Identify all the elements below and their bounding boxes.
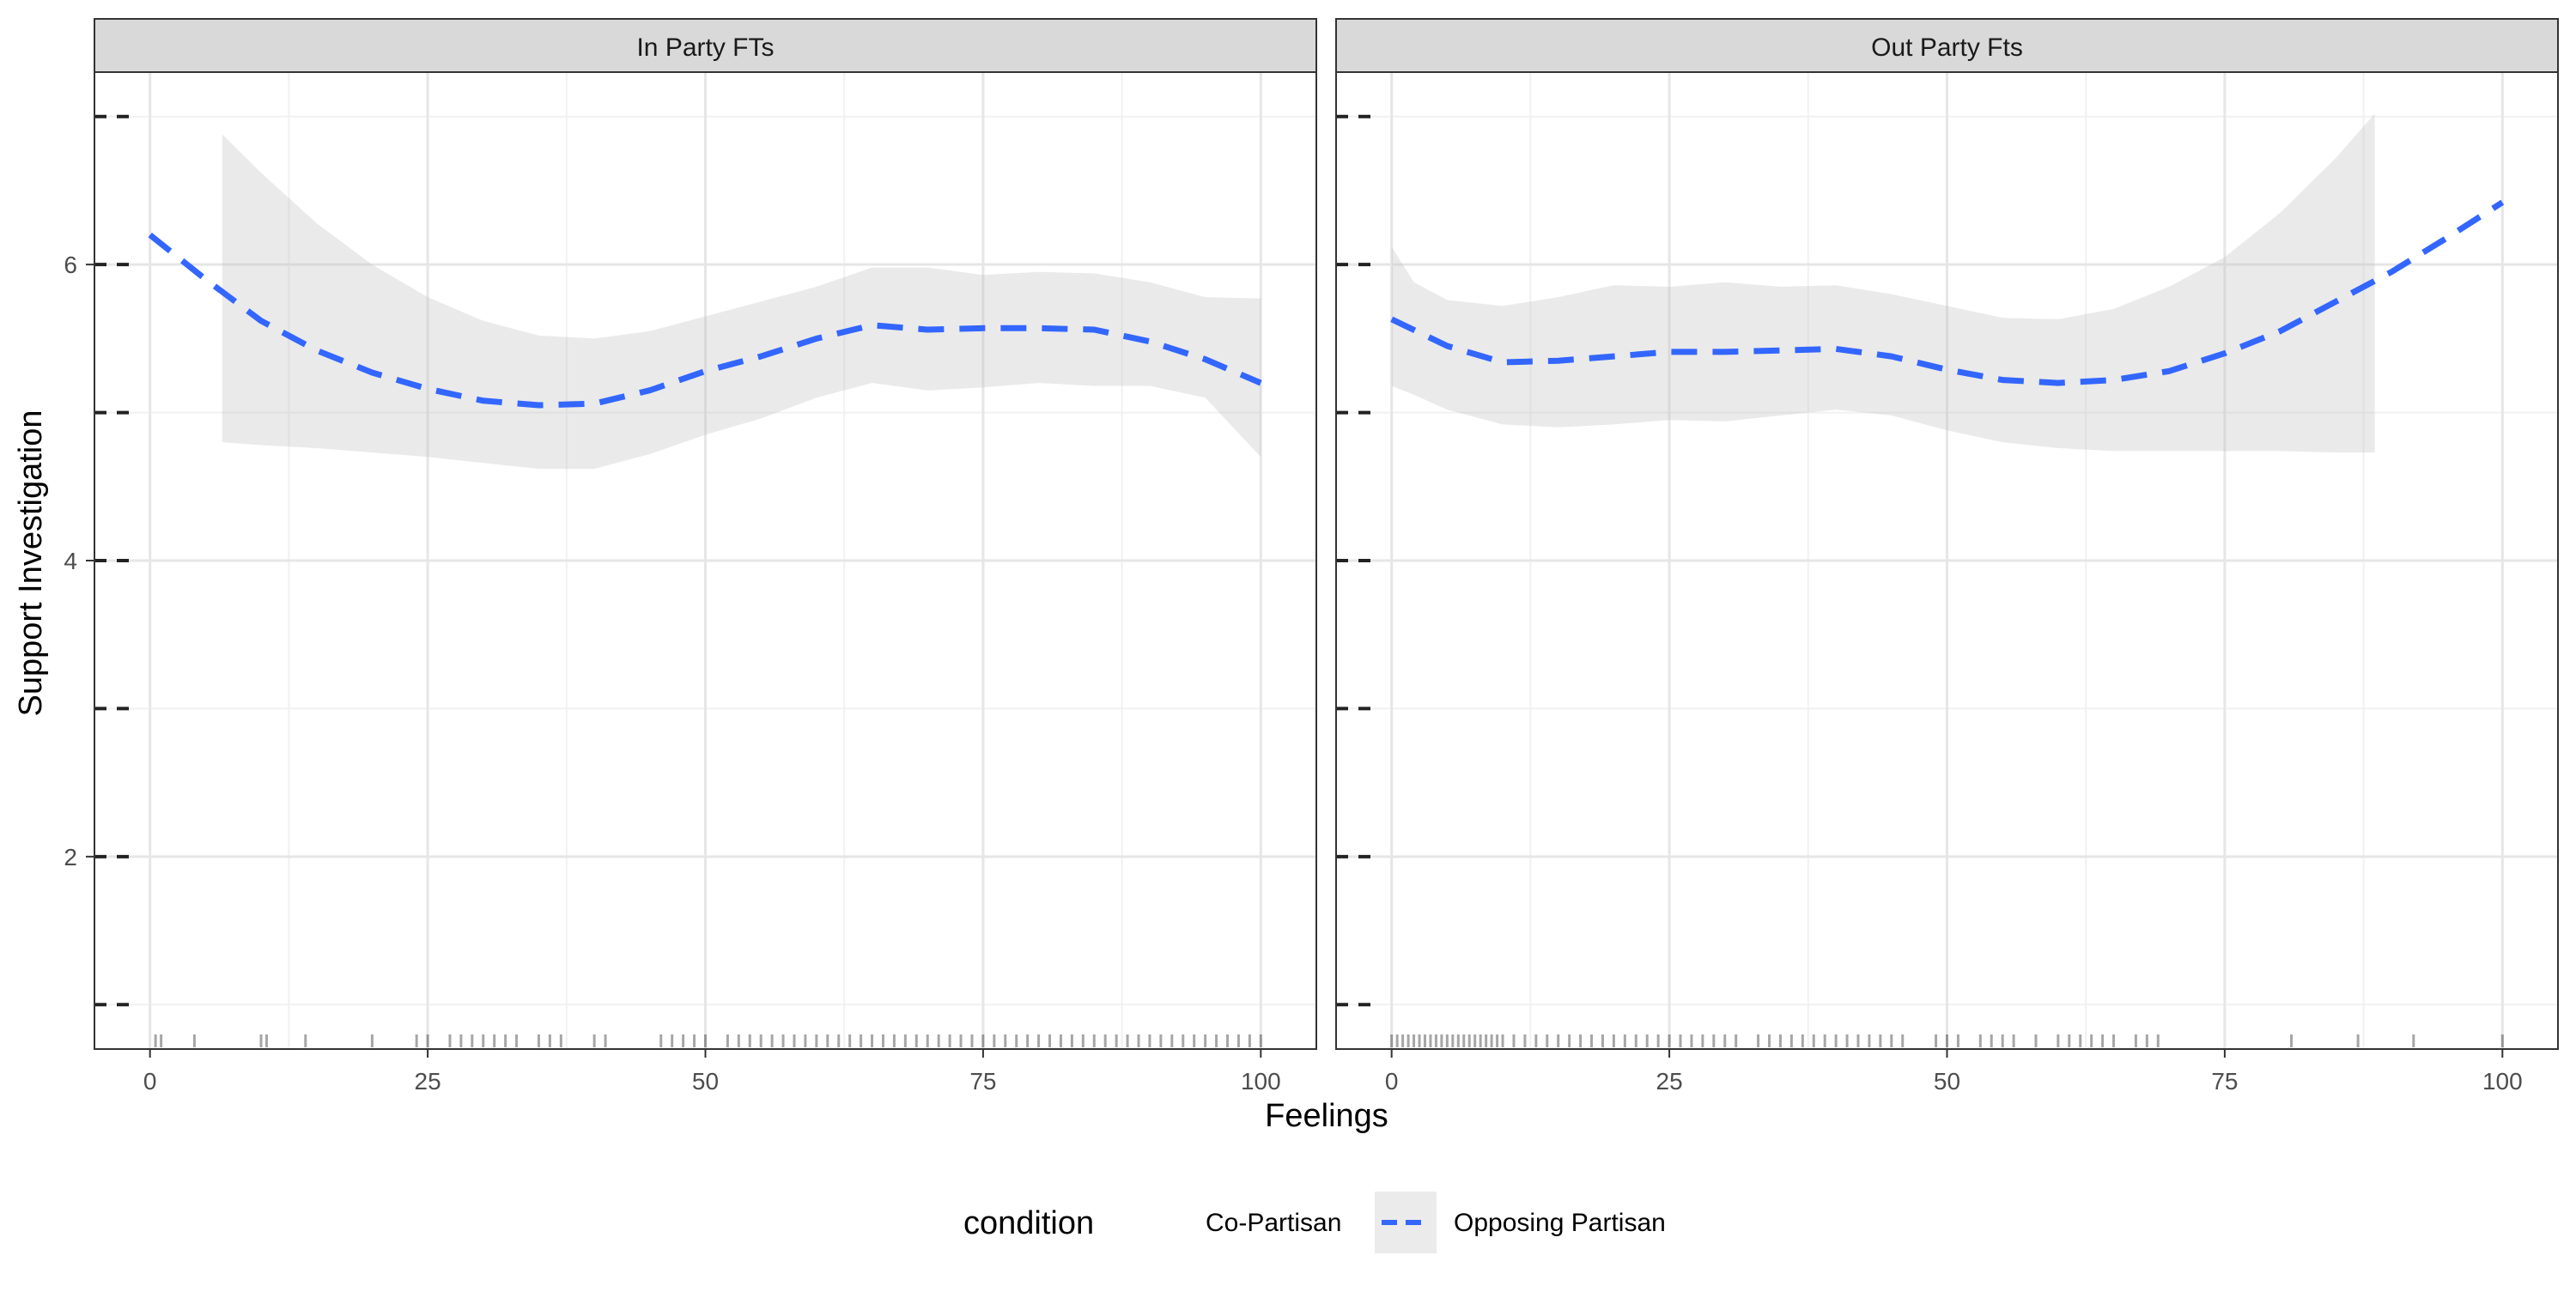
x-tick-label: 100 bbox=[2482, 1068, 2523, 1095]
legend-label-opposing-partisan: Opposing Partisan bbox=[1454, 1209, 1666, 1237]
x-tick-label: 75 bbox=[969, 1068, 996, 1095]
strip-background bbox=[1335, 18, 2559, 73]
smooth-line-opposing-partisan bbox=[1390, 199, 2505, 386]
confidence-ribbon bbox=[1391, 113, 2375, 453]
y-axis-title: Support Investigation bbox=[13, 409, 49, 716]
x-tick-label: 0 bbox=[1385, 1068, 1399, 1095]
x-tick-label: 100 bbox=[1241, 1068, 1281, 1095]
panels-layer: In Party FTs 0 25 50 75 100 2 4 6 Out Party Fts 0 2… bbox=[64, 18, 2559, 1095]
legend-title: condition bbox=[963, 1205, 1094, 1241]
x-tick-label: 50 bbox=[1934, 1068, 1960, 1095]
legend-label-co-partisan: Co-Partisan bbox=[1206, 1209, 1341, 1237]
x-tick-label: 25 bbox=[1656, 1068, 1683, 1095]
strip-label: In Party FTs bbox=[636, 33, 774, 62]
y-tick-label: 4 bbox=[64, 548, 77, 574]
x-tick-label: 25 bbox=[415, 1068, 441, 1095]
x-tick-label: 50 bbox=[692, 1068, 719, 1095]
strip-label: Out Party Fts bbox=[1871, 33, 2023, 62]
x-axis-title: Feelings bbox=[1265, 1098, 1388, 1134]
smooth-line-opposing-partisan bbox=[148, 232, 1262, 409]
confidence-ribbon bbox=[222, 134, 1261, 470]
legend: condition Co-Partisan Opposing Partisan bbox=[963, 1192, 1666, 1253]
x-tick-label: 75 bbox=[2211, 1068, 2238, 1095]
strip-background bbox=[94, 18, 1317, 73]
x-tick-label: 0 bbox=[143, 1068, 157, 1095]
panel-1: In Party FTs 0 25 50 75 100 2 4 6 bbox=[64, 18, 1317, 1095]
panel-2: Out Party Fts 0 25 50 75 100 bbox=[1335, 18, 2559, 1095]
y-tick-label: 6 bbox=[64, 252, 77, 278]
y-tick-label: 2 bbox=[64, 844, 77, 870]
